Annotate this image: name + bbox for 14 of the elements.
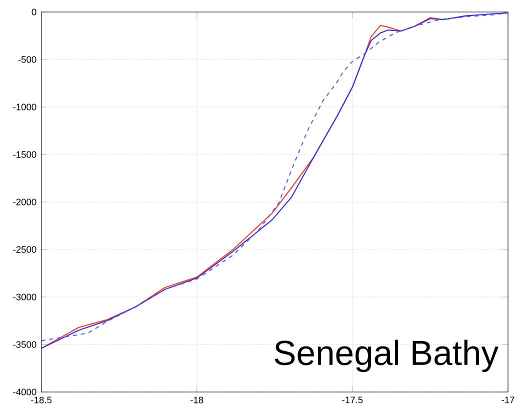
y-tick-label: -1000 bbox=[13, 104, 36, 110]
y-tick-label: -4000 bbox=[13, 388, 36, 396]
x-tick-label: -17 bbox=[502, 396, 514, 404]
annotation: Senegal Bathy bbox=[274, 340, 499, 372]
y-tick-label: -500 bbox=[18, 56, 36, 63]
y-tick-label: -1500 bbox=[13, 151, 36, 158]
y-tick-label: -2000 bbox=[13, 198, 36, 206]
y-tick-label: -3500 bbox=[13, 341, 36, 348]
y-tick-label: -2500 bbox=[13, 246, 36, 253]
x-tick-label: -18.5 bbox=[31, 396, 52, 404]
x-tick-label: -18 bbox=[190, 396, 204, 404]
y-tick-label: 0 bbox=[32, 8, 36, 16]
x-tick-label: -17.5 bbox=[342, 396, 363, 404]
y-tick-label: -3000 bbox=[13, 294, 36, 300]
